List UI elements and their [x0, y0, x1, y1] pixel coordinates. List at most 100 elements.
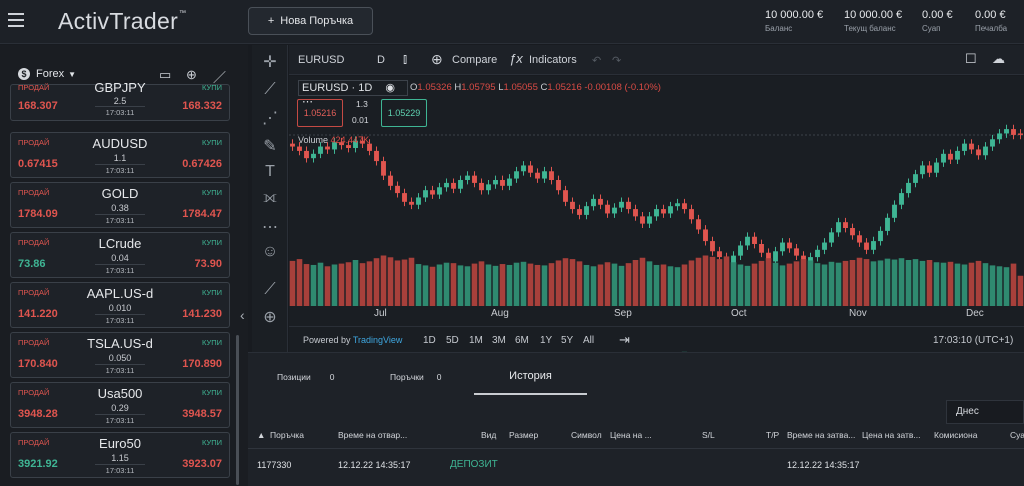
emoji-icon[interactable]: ☺: [261, 243, 279, 260]
col-type[interactable]: Вид: [481, 430, 497, 440]
col-size[interactable]: Размер: [509, 430, 539, 440]
goto-date-icon[interactable]: ⇥: [619, 332, 630, 347]
lot-input[interactable]: 0.01: [352, 115, 369, 125]
sell-price-button[interactable]: 170.840: [18, 358, 58, 370]
range-5y[interactable]: 5Y: [561, 335, 574, 346]
instrument-card[interactable]: ПРОДАЙ Euro50 КУПИ 3921.92 1.15 17:03:11 3923.…: [10, 432, 230, 478]
more-icon[interactable]: ⋯: [302, 96, 313, 108]
chart-clock[interactable]: 17:03:10 (UTC+1): [933, 335, 1014, 346]
brush-icon[interactable]: ✎: [263, 138, 277, 155]
buy-price-button[interactable]: 170.890: [182, 358, 222, 370]
crosshair-icon[interactable]: ✛: [263, 54, 277, 71]
collapse-panel-icon[interactable]: ‹: [240, 307, 245, 323]
instrument-card[interactable]: ПРОДАЙ AUDUSD КУПИ 0.67415 1.1 17:03:11 0.6742…: [10, 132, 230, 178]
tab-positions[interactable]: Позиции 0: [277, 372, 335, 382]
buy-label[interactable]: КУПИ: [202, 288, 222, 297]
buy-label[interactable]: КУПИ: [202, 388, 222, 397]
range-all[interactable]: All: [583, 335, 595, 346]
row-type[interactable]: ДЕПОЗИТ: [450, 459, 498, 470]
instrument-card[interactable]: ПРОДАЙ Usa500 КУПИ 3948.28 0.29 17:03:11 3948.…: [10, 382, 230, 428]
tab-orders[interactable]: Поръчки 0: [390, 372, 442, 382]
col-commission[interactable]: Комисиона: [934, 430, 978, 440]
watchlist-scrollbar[interactable]: [236, 335, 239, 485]
monitor-icon[interactable]: ▭: [159, 67, 172, 82]
fib-icon[interactable]: ⋰: [262, 110, 278, 127]
sell-label[interactable]: ПРОДАЙ: [18, 238, 50, 247]
buy-label[interactable]: КУПИ: [202, 188, 222, 197]
interval-select[interactable]: D: [377, 54, 385, 66]
instrument-card[interactable]: ПРОДАЙ GOLD КУПИ 1784.09 0.38 17:03:11 1784.47: [10, 182, 230, 228]
sell-label[interactable]: ПРОДАЙ: [18, 138, 50, 147]
quick-sell-button[interactable]: 1.05216: [297, 99, 343, 127]
buy-price-button[interactable]: 3923.07: [182, 458, 222, 470]
range-3m[interactable]: 3M: [492, 335, 506, 346]
sell-price-button[interactable]: 141.220: [18, 308, 58, 320]
buy-label[interactable]: КУПИ: [202, 238, 222, 247]
quick-buy-button[interactable]: 1.05229: [381, 99, 427, 127]
sell-label[interactable]: ПРОДАЙ: [18, 438, 50, 447]
indicators-button[interactable]: Indicators: [529, 54, 577, 66]
ruler-icon[interactable]: ⟋: [264, 281, 276, 298]
col-open-time[interactable]: Време на отвар...: [338, 430, 408, 440]
instrument-card[interactable]: ПРОДАЙ TSLA.US-d КУПИ 170.840 0.050 17:03:11 1…: [10, 332, 230, 378]
buy-label[interactable]: КУПИ: [202, 83, 222, 92]
buy-label[interactable]: КУПИ: [202, 438, 222, 447]
row-order-id[interactable]: 1177330: [257, 460, 292, 470]
tab-history[interactable]: История: [474, 358, 587, 395]
symbol-search[interactable]: EURUSD: [298, 54, 345, 66]
instrument-card[interactable]: ПРОДАЙ AAPL.US-d КУПИ 141.220 0.010 17:03:11 1…: [10, 282, 230, 328]
col-tp[interactable]: T/P: [766, 430, 780, 440]
eye-icon[interactable]: ◉: [385, 82, 395, 94]
menu-icon[interactable]: [8, 13, 24, 27]
range-6m[interactable]: 6M: [515, 335, 529, 346]
compare-icon[interactable]: ⊕: [431, 51, 443, 67]
date-filter-select[interactable]: Днес: [946, 400, 1024, 424]
range-5d[interactable]: 5D: [446, 335, 459, 346]
compare-button[interactable]: Compare: [452, 54, 498, 66]
zoom-in-icon[interactable]: ⊕: [263, 309, 277, 326]
text-icon[interactable]: T: [265, 163, 275, 180]
row-close-time[interactable]: 12.12.22 14:35:17: [787, 460, 860, 470]
sell-label[interactable]: ПРОДАЙ: [18, 83, 50, 92]
candles-icon[interactable]: ⫾: [403, 51, 408, 66]
col-swap[interactable]: Суа: [1010, 430, 1024, 440]
sell-price-button[interactable]: 73.86: [18, 258, 46, 270]
buy-label[interactable]: КУПИ: [202, 138, 222, 147]
zoom-icon[interactable]: ⊕: [186, 67, 197, 82]
redo-icon[interactable]: ↷: [612, 55, 622, 67]
buy-price-button[interactable]: 141.230: [182, 308, 222, 320]
col-order[interactable]: Поръчка: [270, 430, 304, 440]
draw-icon[interactable]: ／: [213, 70, 227, 85]
range-1y[interactable]: 1Y: [540, 335, 553, 346]
sell-label[interactable]: ПРОДАЙ: [18, 388, 50, 397]
category-select[interactable]: Forex ▼: [36, 68, 77, 80]
col-close-time[interactable]: Време на затва...: [787, 430, 856, 440]
buy-price-button[interactable]: 73.90: [194, 258, 222, 270]
price-chart[interactable]: [289, 76, 1024, 326]
buy-price-button[interactable]: 3948.57: [182, 408, 222, 420]
col-symbol[interactable]: Символ: [571, 430, 602, 440]
chart-area[interactable]: [289, 76, 1024, 326]
new-order-button[interactable]: + Нова Поръчка: [248, 7, 373, 35]
buy-price-button[interactable]: 1784.47: [182, 208, 222, 220]
sell-label[interactable]: ПРОДАЙ: [18, 188, 50, 197]
sell-price-button[interactable]: 0.67415: [18, 158, 58, 170]
sell-label[interactable]: ПРОДАЙ: [18, 338, 50, 347]
buy-price-button[interactable]: 168.332: [182, 100, 222, 112]
undo-icon[interactable]: ↶: [592, 55, 602, 67]
instrument-card[interactable]: ПРОДАЙ LCrude КУПИ 73.86 0.04 17:03:11 73.90: [10, 232, 230, 278]
prediction-icon[interactable]: ⋯: [262, 219, 278, 236]
col-sl[interactable]: S/L: [702, 430, 715, 440]
pattern-icon[interactable]: ⟗: [263, 189, 277, 206]
layout-icon[interactable]: ☐: [965, 51, 977, 66]
sell-label[interactable]: ПРОДАЙ: [18, 288, 50, 297]
buy-label[interactable]: КУПИ: [202, 338, 222, 347]
indicators-icon[interactable]: ƒx: [509, 51, 523, 66]
col-open-price[interactable]: Цена на ...: [610, 430, 652, 440]
chart-legend-symbol[interactable]: EURUSD · 1D ◉ ⋯: [298, 80, 408, 108]
instrument-card[interactable]: ПРОДАЙ GBPJPY КУПИ 168.307 2.5 17:03:11 168.33…: [10, 80, 230, 121]
col-close-price[interactable]: Цена на затв...: [862, 430, 921, 440]
sell-price-button[interactable]: 1784.09: [18, 208, 58, 220]
sell-price-button[interactable]: 3921.92: [18, 458, 58, 470]
range-1m[interactable]: 1M: [469, 335, 483, 346]
